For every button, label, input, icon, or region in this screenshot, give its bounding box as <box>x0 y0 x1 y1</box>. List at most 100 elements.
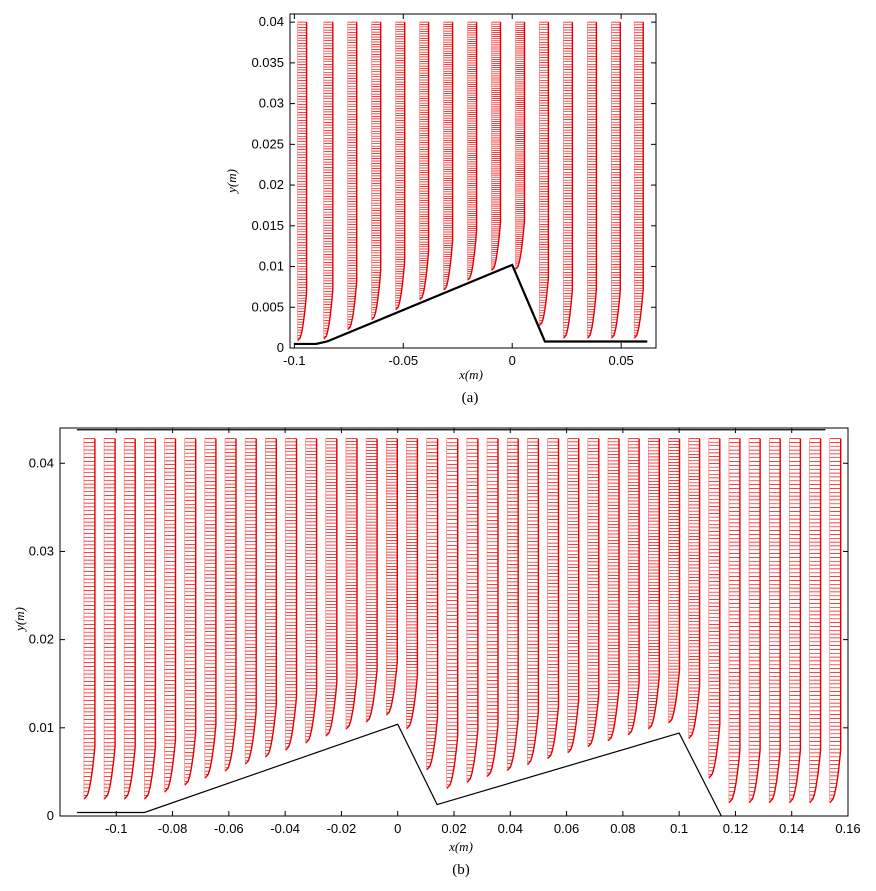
vector-tips <box>446 438 459 789</box>
x-tick-label: 0.1 <box>670 821 688 836</box>
velocity-profile <box>395 21 406 311</box>
y-tick-label: 0.04 <box>29 455 54 470</box>
y-tick-label: 0.03 <box>29 543 54 558</box>
wall-a <box>294 263 648 346</box>
x-tick-label: 0.05 <box>608 353 633 368</box>
velocity-profile <box>405 438 419 730</box>
vector-arrows <box>297 21 307 339</box>
vector-tips <box>788 438 802 804</box>
vector-arrows <box>419 21 429 298</box>
x-tick-label: 0.16 <box>835 821 860 836</box>
vector-arrows <box>563 21 573 336</box>
vector-arrows <box>789 438 801 800</box>
vector-tips <box>323 22 334 340</box>
vector-arrows <box>668 438 680 721</box>
velocity-profile <box>385 438 398 716</box>
velocity-profile <box>297 21 308 342</box>
velocity-profile <box>163 438 177 793</box>
y-tick-label: 0 <box>277 340 284 355</box>
vector-tips <box>184 438 197 786</box>
velocity-profile <box>627 438 640 736</box>
velocity-profile <box>610 21 621 339</box>
x-tick-label: 0.14 <box>779 821 804 836</box>
vector-arrows <box>204 438 216 775</box>
velocity-profile <box>586 21 598 339</box>
x-tick-label: -0.08 <box>158 821 188 836</box>
velocity-profile <box>123 438 136 800</box>
vector-arrows <box>608 438 619 739</box>
vector-arrows <box>587 438 599 744</box>
velocity-profile <box>562 21 574 339</box>
velocity-profile <box>567 438 580 754</box>
velocity-profile <box>647 438 660 730</box>
velocity-profile <box>788 438 802 804</box>
vector-arrows <box>515 21 525 268</box>
y-tick-label: 0.04 <box>259 14 284 29</box>
panel-a: -0.1 -0.05 0 0.05 00.0050.010.0150.020.0250… <box>224 13 657 406</box>
vector-tips <box>567 438 580 754</box>
vector-tips <box>610 22 621 339</box>
vector-arrows <box>547 438 559 756</box>
x-tick-label: 0.08 <box>610 821 635 836</box>
vector-tips <box>264 438 277 758</box>
velocity-profile <box>506 438 519 772</box>
velocity-profile <box>347 21 358 331</box>
vector-tips <box>647 438 660 730</box>
velocity-profile <box>345 438 358 730</box>
x-tick-label: -0.04 <box>270 821 300 836</box>
vector-tips <box>224 438 237 772</box>
vector-arrows <box>491 21 501 269</box>
vector-arrows <box>688 438 700 736</box>
x-tick-label: -0.1 <box>105 821 127 836</box>
vector-arrows <box>466 438 478 780</box>
vector-arrows <box>124 438 136 796</box>
velocity-profile <box>371 21 382 321</box>
vector-arrows <box>265 438 277 755</box>
vector-arrows <box>467 21 477 279</box>
x-tick-label: 0.06 <box>554 821 579 836</box>
velocity-profile <box>748 438 761 804</box>
vector-tips <box>538 22 550 326</box>
velocity-profile <box>466 438 479 783</box>
vector-arrows <box>809 438 821 800</box>
y-tick-label: 0 <box>47 808 54 823</box>
vector-arrows <box>164 438 176 789</box>
vector-arrows <box>634 21 644 336</box>
vector-arrows <box>347 21 357 328</box>
vector-arrows <box>628 438 640 733</box>
velocity-profile <box>708 438 721 779</box>
vector-tips <box>204 438 217 779</box>
velocity-profile <box>515 21 526 270</box>
x-tick-label: -0.05 <box>388 353 418 368</box>
panel-b: -0.1 -0.08 -0.06 -0.04 -0.02 0 0.02 0.04 0.06 0.0… <box>12 427 861 878</box>
velocity-profile <box>668 438 681 724</box>
vector-tips <box>163 438 177 793</box>
vector-tips <box>365 438 378 723</box>
vector-arrows <box>567 438 579 750</box>
velocity-profile <box>443 21 454 291</box>
velocity-profile <box>829 438 842 804</box>
vector-tips <box>562 22 574 339</box>
vector-tips <box>405 438 419 730</box>
y-tick-label: 0.005 <box>251 299 284 314</box>
velocity-profile <box>365 438 378 723</box>
wall-line <box>76 723 722 817</box>
vector-tips <box>284 438 298 751</box>
vector-tips <box>515 22 526 270</box>
vector-tips <box>486 438 499 778</box>
vector-arrows <box>371 21 381 318</box>
vector-tips <box>506 438 519 772</box>
velocity-profile <box>426 438 439 771</box>
velocity-profile <box>467 21 478 281</box>
vector-tips <box>467 22 478 281</box>
vector-tips <box>809 438 822 804</box>
vector-tips <box>526 438 540 766</box>
vector-tips <box>768 438 781 804</box>
vector-tips <box>443 22 454 291</box>
vector-tips <box>103 438 116 800</box>
vector-arrows <box>245 438 257 762</box>
x-tick-label: 0.02 <box>441 821 466 836</box>
velocity-profile <box>184 438 197 786</box>
vector-tips <box>305 438 318 744</box>
vector-arrows <box>708 438 720 775</box>
